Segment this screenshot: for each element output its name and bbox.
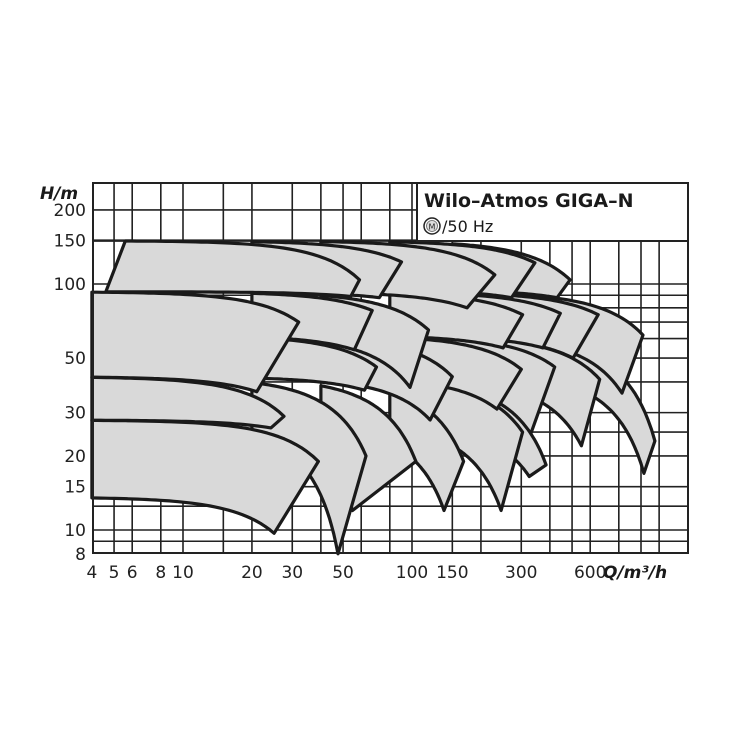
chart-subtitle: /50 Hz	[442, 217, 493, 236]
y-axis-label: H/m	[40, 184, 78, 204]
x-tick-label: 8	[155, 563, 166, 583]
x-tick-labels: 4 5 6 8 10 20 30 50 100 150 300 600	[86, 563, 606, 583]
x-tick-label: 300	[505, 563, 537, 583]
x-axis-label: Q/m³/h	[603, 563, 667, 583]
y-tick-label: 20	[64, 447, 86, 467]
x-tick-label: 100	[396, 563, 428, 583]
x-tick-label: 150	[436, 563, 468, 583]
y-tick-label: 100	[54, 275, 86, 295]
y-tick-labels: 200 150 100 50 30 20 15 10 8	[54, 201, 86, 565]
title-box: Wilo–Atmos GIGA–N M /50 Hz	[416, 182, 689, 242]
y-tick-label: 150	[54, 232, 86, 252]
motor-m-circle-icon: M	[423, 217, 441, 235]
x-tick-label: 50	[332, 563, 354, 583]
y-tick-label: 8	[75, 545, 86, 565]
x-tick-label: 30	[281, 563, 303, 583]
x-tick-label: 600	[574, 563, 606, 583]
plot-frame	[92, 182, 689, 554]
y-tick-label: 30	[64, 404, 86, 424]
operating-range-19	[90, 375, 286, 430]
x-tick-label: 20	[241, 563, 263, 583]
x-tick-label: 10	[172, 563, 194, 583]
y-tick-label: 50	[64, 349, 86, 369]
operating-range-1	[104, 239, 362, 299]
operating-ranges	[90, 239, 657, 556]
x-tick-label: 4	[86, 563, 97, 583]
chart-title: Wilo–Atmos GIGA–N	[424, 190, 633, 212]
svg-text:M: M	[429, 223, 436, 232]
y-tick-label: 15	[64, 478, 86, 498]
y-tick-label: 10	[64, 521, 86, 541]
x-tick-label: 5	[109, 563, 120, 583]
x-tick-label: 6	[127, 563, 138, 583]
y-tick-label: 200	[54, 201, 86, 221]
